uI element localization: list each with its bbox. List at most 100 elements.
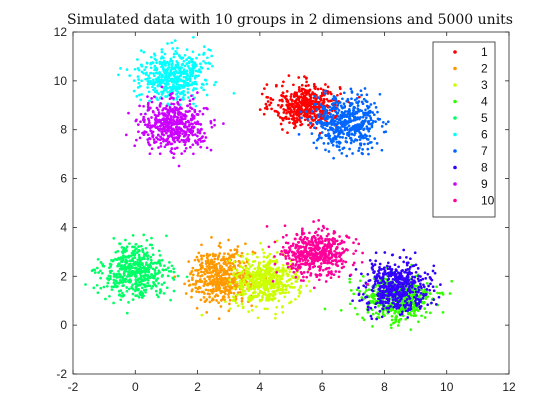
data-point [204, 61, 208, 65]
data-point [211, 64, 214, 68]
data-point [350, 103, 353, 107]
data-point [229, 291, 233, 294]
data-point [287, 254, 290, 258]
data-point [398, 255, 402, 259]
data-point [151, 85, 154, 89]
data-point [166, 134, 170, 138]
data-point [305, 80, 308, 84]
data-point [161, 63, 164, 66]
data-point [273, 284, 277, 287]
data-point [158, 152, 162, 156]
data-point [132, 79, 136, 83]
data-point [360, 100, 364, 104]
data-point [177, 53, 181, 57]
data-point [342, 259, 345, 263]
data-point [378, 262, 382, 266]
data-point [172, 267, 176, 271]
data-point [372, 293, 376, 296]
data-point [439, 283, 442, 286]
data-point [364, 116, 368, 120]
data-point [144, 77, 147, 81]
data-point [313, 118, 317, 122]
data-point [191, 97, 195, 101]
data-point [317, 133, 321, 137]
data-point [335, 140, 339, 144]
data-point [124, 247, 128, 251]
data-point [116, 285, 119, 288]
data-point [385, 287, 389, 291]
data-point [433, 271, 437, 275]
data-point [302, 271, 306, 274]
data-point [187, 139, 190, 143]
data-point [170, 67, 173, 71]
data-point [300, 89, 303, 93]
data-point [135, 138, 138, 142]
data-point [175, 92, 179, 96]
data-point [100, 271, 104, 275]
data-point [117, 262, 121, 266]
data-point [407, 307, 411, 311]
data-point [332, 95, 336, 98]
data-point [93, 271, 97, 274]
data-point [276, 282, 280, 286]
data-point [305, 105, 309, 109]
data-point [124, 260, 127, 264]
data-point [240, 302, 244, 306]
data-point [156, 108, 160, 112]
data-point [134, 242, 138, 246]
data-point [326, 85, 330, 89]
data-point [313, 114, 317, 118]
data-point [407, 303, 410, 307]
data-point [219, 299, 223, 302]
data-point [242, 277, 246, 281]
data-point [424, 277, 428, 280]
data-point [334, 128, 337, 131]
data-point [328, 115, 332, 119]
data-point [169, 142, 173, 146]
data-point [257, 263, 261, 267]
data-point [422, 283, 425, 287]
data-point [152, 141, 156, 144]
data-point [340, 105, 344, 109]
data-point [284, 115, 288, 119]
data-point [310, 257, 313, 260]
data-point [196, 70, 200, 73]
data-point [145, 71, 148, 75]
data-point [189, 145, 192, 149]
data-point [332, 131, 336, 135]
data-point [172, 119, 176, 123]
data-point [167, 82, 170, 86]
data-point [106, 281, 110, 285]
data-point [148, 121, 151, 125]
data-point [272, 297, 276, 301]
data-point [142, 288, 146, 292]
data-point [228, 266, 231, 270]
data-point [164, 117, 167, 121]
data-point [176, 122, 179, 126]
data-point [169, 119, 172, 123]
data-point [412, 279, 415, 283]
data-point [183, 143, 187, 147]
data-point [366, 147, 370, 151]
data-point [196, 274, 200, 277]
data-point [401, 310, 404, 314]
data-point [323, 107, 327, 111]
data-point [123, 279, 127, 282]
data-point [160, 73, 164, 77]
data-point [199, 140, 203, 143]
data-point [411, 282, 415, 285]
data-point [205, 265, 209, 268]
data-point [300, 257, 303, 260]
data-point [225, 264, 229, 267]
data-point [365, 125, 369, 128]
data-point [259, 241, 262, 245]
data-point [309, 112, 312, 115]
data-point [391, 278, 395, 281]
data-point [241, 290, 245, 293]
data-point [140, 257, 144, 261]
data-point [173, 67, 177, 71]
data-point [307, 262, 310, 266]
data-point [283, 295, 287, 299]
data-point [338, 255, 342, 259]
data-point [169, 59, 172, 63]
